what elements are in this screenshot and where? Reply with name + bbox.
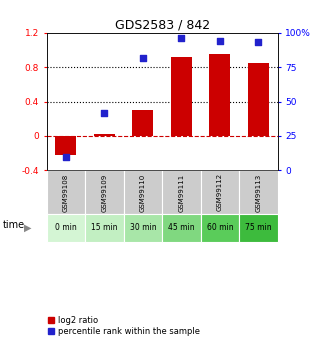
- Text: 15 min: 15 min: [91, 224, 117, 233]
- Bar: [162, 170, 201, 215]
- Text: 30 min: 30 min: [130, 224, 156, 233]
- Text: GSM99112: GSM99112: [217, 173, 223, 211]
- Point: [256, 40, 261, 45]
- Bar: [94, 134, 115, 136]
- Bar: [85, 170, 124, 215]
- Bar: [124, 215, 162, 242]
- Bar: [248, 63, 269, 136]
- Point: [63, 154, 68, 159]
- Text: GSM99113: GSM99113: [256, 173, 261, 211]
- Point: [102, 110, 107, 115]
- Point: [140, 55, 145, 60]
- Bar: [171, 57, 192, 136]
- Text: 0 min: 0 min: [55, 224, 77, 233]
- Point: [217, 38, 222, 44]
- Text: GSM99108: GSM99108: [63, 173, 69, 211]
- Bar: [55, 136, 76, 155]
- Bar: [47, 215, 85, 242]
- Bar: [124, 170, 162, 215]
- Text: ▶: ▶: [24, 223, 31, 233]
- Text: 45 min: 45 min: [168, 224, 195, 233]
- Text: GSM99111: GSM99111: [178, 173, 184, 211]
- Bar: [239, 170, 278, 215]
- Title: GDS2583 / 842: GDS2583 / 842: [115, 19, 210, 32]
- Bar: [162, 215, 201, 242]
- Point: [179, 36, 184, 41]
- Text: GSM99109: GSM99109: [101, 173, 107, 211]
- Text: 75 min: 75 min: [245, 224, 272, 233]
- Text: 60 min: 60 min: [207, 224, 233, 233]
- Text: time: time: [3, 219, 25, 229]
- Text: GSM99110: GSM99110: [140, 173, 146, 211]
- Bar: [132, 110, 153, 136]
- Bar: [85, 215, 124, 242]
- Bar: [239, 215, 278, 242]
- Bar: [201, 215, 239, 242]
- Legend: log2 ratio, percentile rank within the sample: log2 ratio, percentile rank within the s…: [46, 314, 201, 337]
- Bar: [201, 170, 239, 215]
- Bar: [47, 170, 85, 215]
- Bar: [209, 54, 230, 136]
